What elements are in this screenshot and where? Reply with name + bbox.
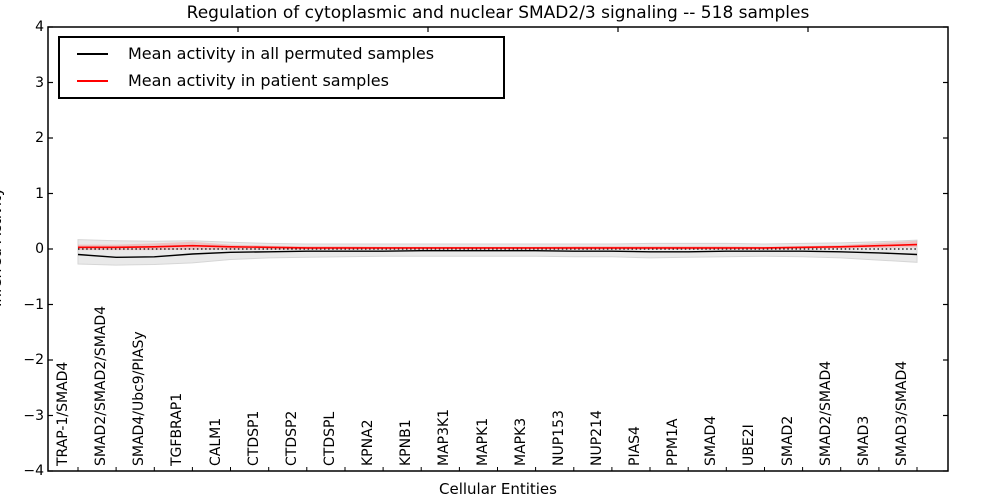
legend: Mean activity in all permuted samples Me… [58, 36, 505, 99]
legend-label-patient: Mean activity in patient samples [128, 70, 389, 90]
x-tick-label: TRAP-1/SMAD4 [55, 361, 71, 466]
x-tick-label: SMAD3/SMAD4 [894, 360, 910, 466]
x-tick-label: NUP214 [588, 410, 605, 466]
x-tick-label: PPM1A [665, 418, 682, 466]
x-axis-label: Cellular Entities [439, 480, 557, 498]
x-tick-label: CTDSP1 [245, 410, 262, 466]
x-tick-label: KPNB1 [398, 419, 415, 466]
x-tick-label: SMAD4 [703, 415, 720, 466]
y-tick-label: −4 [23, 463, 44, 479]
x-tick-label: NUP153 [550, 410, 567, 466]
x-tick-label: MAPK3 [512, 417, 529, 466]
x-tick-label: CTDSPL [321, 411, 338, 466]
chart-title: Regulation of cytoplasmic and nuclear SM… [186, 3, 810, 23]
axes-frame [47, 26, 949, 472]
y-tick-label: 3 [35, 74, 44, 91]
x-tick-label: KPNA2 [360, 419, 377, 466]
permuted-range-band [77, 239, 918, 266]
y-tick-label: −1 [23, 296, 44, 313]
y-tick-label: 1 [35, 185, 44, 202]
x-tick-label: CTDSP2 [283, 410, 300, 466]
x-tick-label: CALM1 [207, 417, 224, 466]
y-tick-label: 2 [35, 130, 44, 146]
x-tick-label: MAPK1 [474, 417, 491, 466]
y-tick-label: 4 [35, 19, 44, 35]
x-tick-label: SMAD2 [779, 415, 796, 466]
permuted-line-swatch [77, 53, 108, 56]
y-tick-label: −2 [23, 352, 44, 368]
x-tick-label: MAP3K1 [436, 408, 453, 466]
patient-line-swatch [77, 79, 108, 82]
x-tick-label: TGFBRAP1 [169, 392, 186, 466]
y-tick-label: 0 [35, 241, 44, 257]
x-tick-label: PIAS4 [627, 426, 644, 466]
patient-mean-line [78, 243, 918, 249]
x-tick-label: SMAD2/SMAD4 [817, 360, 834, 466]
x-tick-label: UBE2I [741, 424, 758, 466]
legend-entry-patient: Mean activity in patient samples [77, 71, 503, 91]
legend-label-permuted: Mean activity in all permuted samples [128, 44, 435, 64]
x-tick-label: SMAD4/Ubc9/PIASy [131, 331, 148, 466]
y-tick-label: −3 [23, 407, 44, 424]
x-tick-label: SMAD2/SMAD2/SMAD4 [93, 305, 110, 466]
x-tick-label: SMAD3 [855, 415, 872, 466]
legend-entry-permuted: Mean activity in all permuted samples [77, 44, 503, 64]
permuted-mean-line [77, 249, 918, 259]
